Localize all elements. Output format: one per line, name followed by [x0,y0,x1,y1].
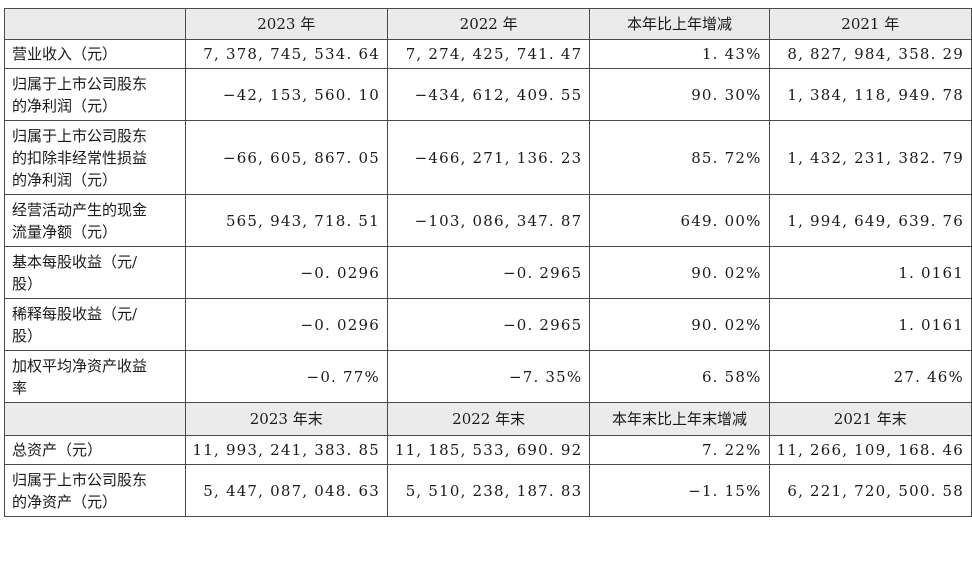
table-row: 归属于上市公司股东 的扣除非经常性损益 的净利润（元） −66, 605, 867. … [4,120,972,195]
financial-data-table: 2023 年 2022 年本年比上年增减 2021 年营业收入（元） 7, 378, … [4,8,972,517]
value-cell: −434, 612, 409. 55 [386,68,591,121]
row-label: 归属于上市公司股东 的净利润（元） [4,68,186,121]
value-cell: −0. 2965 [386,298,591,351]
row-label-line: 经营活动产生的现金 [12,200,148,219]
value-cell: −0. 0296 [184,246,388,299]
table-row: 归属于上市公司股东 的净资产（元） 5, 447, 087, 048. 63 5, 5… [4,464,972,517]
value-cell: −0. 2965 [386,246,591,299]
row-label: 归属于上市公司股东 的扣除非经常性损益 的净利润（元） [4,120,186,195]
table-row: 加权平均净资产收益率 −0. 77% −7. 35% 6. 58% 27. 46% [4,350,972,403]
row-label-line: 流量净额（元） [12,222,118,241]
column-header: 本年末比上年末增减 [589,402,770,436]
value-cell: 1. 0161 [768,246,972,299]
column-header: 2023 年末 [184,402,388,436]
value-cell: 7. 22% [589,435,770,465]
row-label: 加权平均净资产收益率 [4,350,186,403]
value-cell: 27. 46% [768,350,972,403]
header-corner-cell [4,8,186,40]
value-cell: −66, 605, 867. 05 [184,120,388,195]
value-cell: 90. 02% [589,298,770,351]
row-label-line: 的净利润（元） [12,96,118,115]
value-cell: 1, 384, 118, 949. 78 [768,68,972,121]
value-cell: 8, 827, 984, 358. 29 [768,39,972,69]
row-label-line: 的净利润（元） [12,170,118,189]
row-label-line: 营业收入（元） [12,45,118,63]
row-label-line: 的扣除非经常性损益 [12,148,148,167]
table-row: 基本每股收益（元/股） −0. 0296 −0. 2965 90. 02% 1. 016… [4,246,972,299]
row-label-line: 加权平均净资产收益 [12,356,148,375]
value-cell: −0. 0296 [184,298,388,351]
row-label-line: 稀释每股收益（元/ [12,304,138,323]
value-cell: 90. 30% [589,68,770,121]
header-corner-cell [4,402,186,436]
row-label: 经营活动产生的现金 流量净额（元） [4,194,186,247]
table-row: 总资产（元） 11, 993, 241, 383. 85 11, 185, 533,… [4,435,972,465]
column-header: 2022 年 [386,8,591,40]
value-cell: −1. 15% [589,464,770,517]
row-label-line: 归属于上市公司股东 [12,74,148,93]
row-label: 稀释每股收益（元/股） [4,298,186,351]
row-label: 基本每股收益（元/股） [4,246,186,299]
row-label-line: 归属于上市公司股东 [12,126,148,145]
value-cell: 649. 00% [589,194,770,247]
row-label-line: 股） [12,274,43,293]
value-cell: 11, 266, 109, 168. 46 [768,435,972,465]
row-label-line: 基本每股收益（元/ [12,252,138,271]
value-cell: 90. 02% [589,246,770,299]
value-cell: 7, 274, 425, 741. 47 [386,39,591,69]
table-row: 归属于上市公司股东 的净利润（元） −42, 153, 560. 10 −434, 6… [4,68,972,121]
row-label-line: 归属于上市公司股东 [12,470,148,489]
value-cell: 5, 447, 087, 048. 63 [184,464,388,517]
column-header: 2021 年 [768,8,972,40]
row-label: 营业收入（元） [4,39,186,69]
table-row: 经营活动产生的现金 流量净额（元） 565, 943, 718. 51 −103, 0… [4,194,972,247]
row-label-line: 股） [12,326,43,345]
value-cell: 1. 0161 [768,298,972,351]
table-body: 2023 年 2022 年本年比上年增减 2021 年营业收入（元） 7, 378, … [4,8,972,517]
value-cell: 565, 943, 718. 51 [184,194,388,247]
row-label-line: 的净资产（元） [12,492,118,511]
value-cell: −466, 271, 136. 23 [386,120,591,195]
column-header: 2023 年 [184,8,388,40]
value-cell: −42, 153, 560. 10 [184,68,388,121]
value-cell: 85. 72% [589,120,770,195]
value-cell: −7. 35% [386,350,591,403]
column-header: 本年比上年增减 [589,8,770,40]
value-cell: −0. 77% [184,350,388,403]
header-row-period: 2023 年 2022 年本年比上年增减 2021 年 [4,8,972,40]
value-cell: 6. 58% [589,350,770,403]
value-cell: 1, 994, 649, 639. 76 [768,194,972,247]
table-row: 营业收入（元） 7, 378, 745, 534. 64 7, 274, 425, … [4,39,972,69]
row-label: 归属于上市公司股东 的净资产（元） [4,464,186,517]
value-cell: 11, 993, 241, 383. 85 [184,435,388,465]
row-label: 总资产（元） [4,435,186,465]
value-cell: 7, 378, 745, 534. 64 [184,39,388,69]
header-row-period-end: 2023 年末 2022 年末 本年末比上年末增减 2021 年末 [4,402,972,436]
table-row: 稀释每股收益（元/股） −0. 0296 −0. 2965 90. 02% 1. 016… [4,298,972,351]
value-cell: 1, 432, 231, 382. 79 [768,120,972,195]
value-cell: 11, 185, 533, 690. 92 [386,435,591,465]
row-label-line: 总资产（元） [12,441,103,459]
row-label-line: 率 [12,378,28,397]
value-cell: 1. 43% [589,39,770,69]
value-cell: 6, 221, 720, 500. 58 [768,464,972,517]
column-header: 2022 年末 [386,402,591,436]
column-header: 2021 年末 [768,402,972,436]
value-cell: 5, 510, 238, 187. 83 [386,464,591,517]
value-cell: −103, 086, 347. 87 [386,194,591,247]
